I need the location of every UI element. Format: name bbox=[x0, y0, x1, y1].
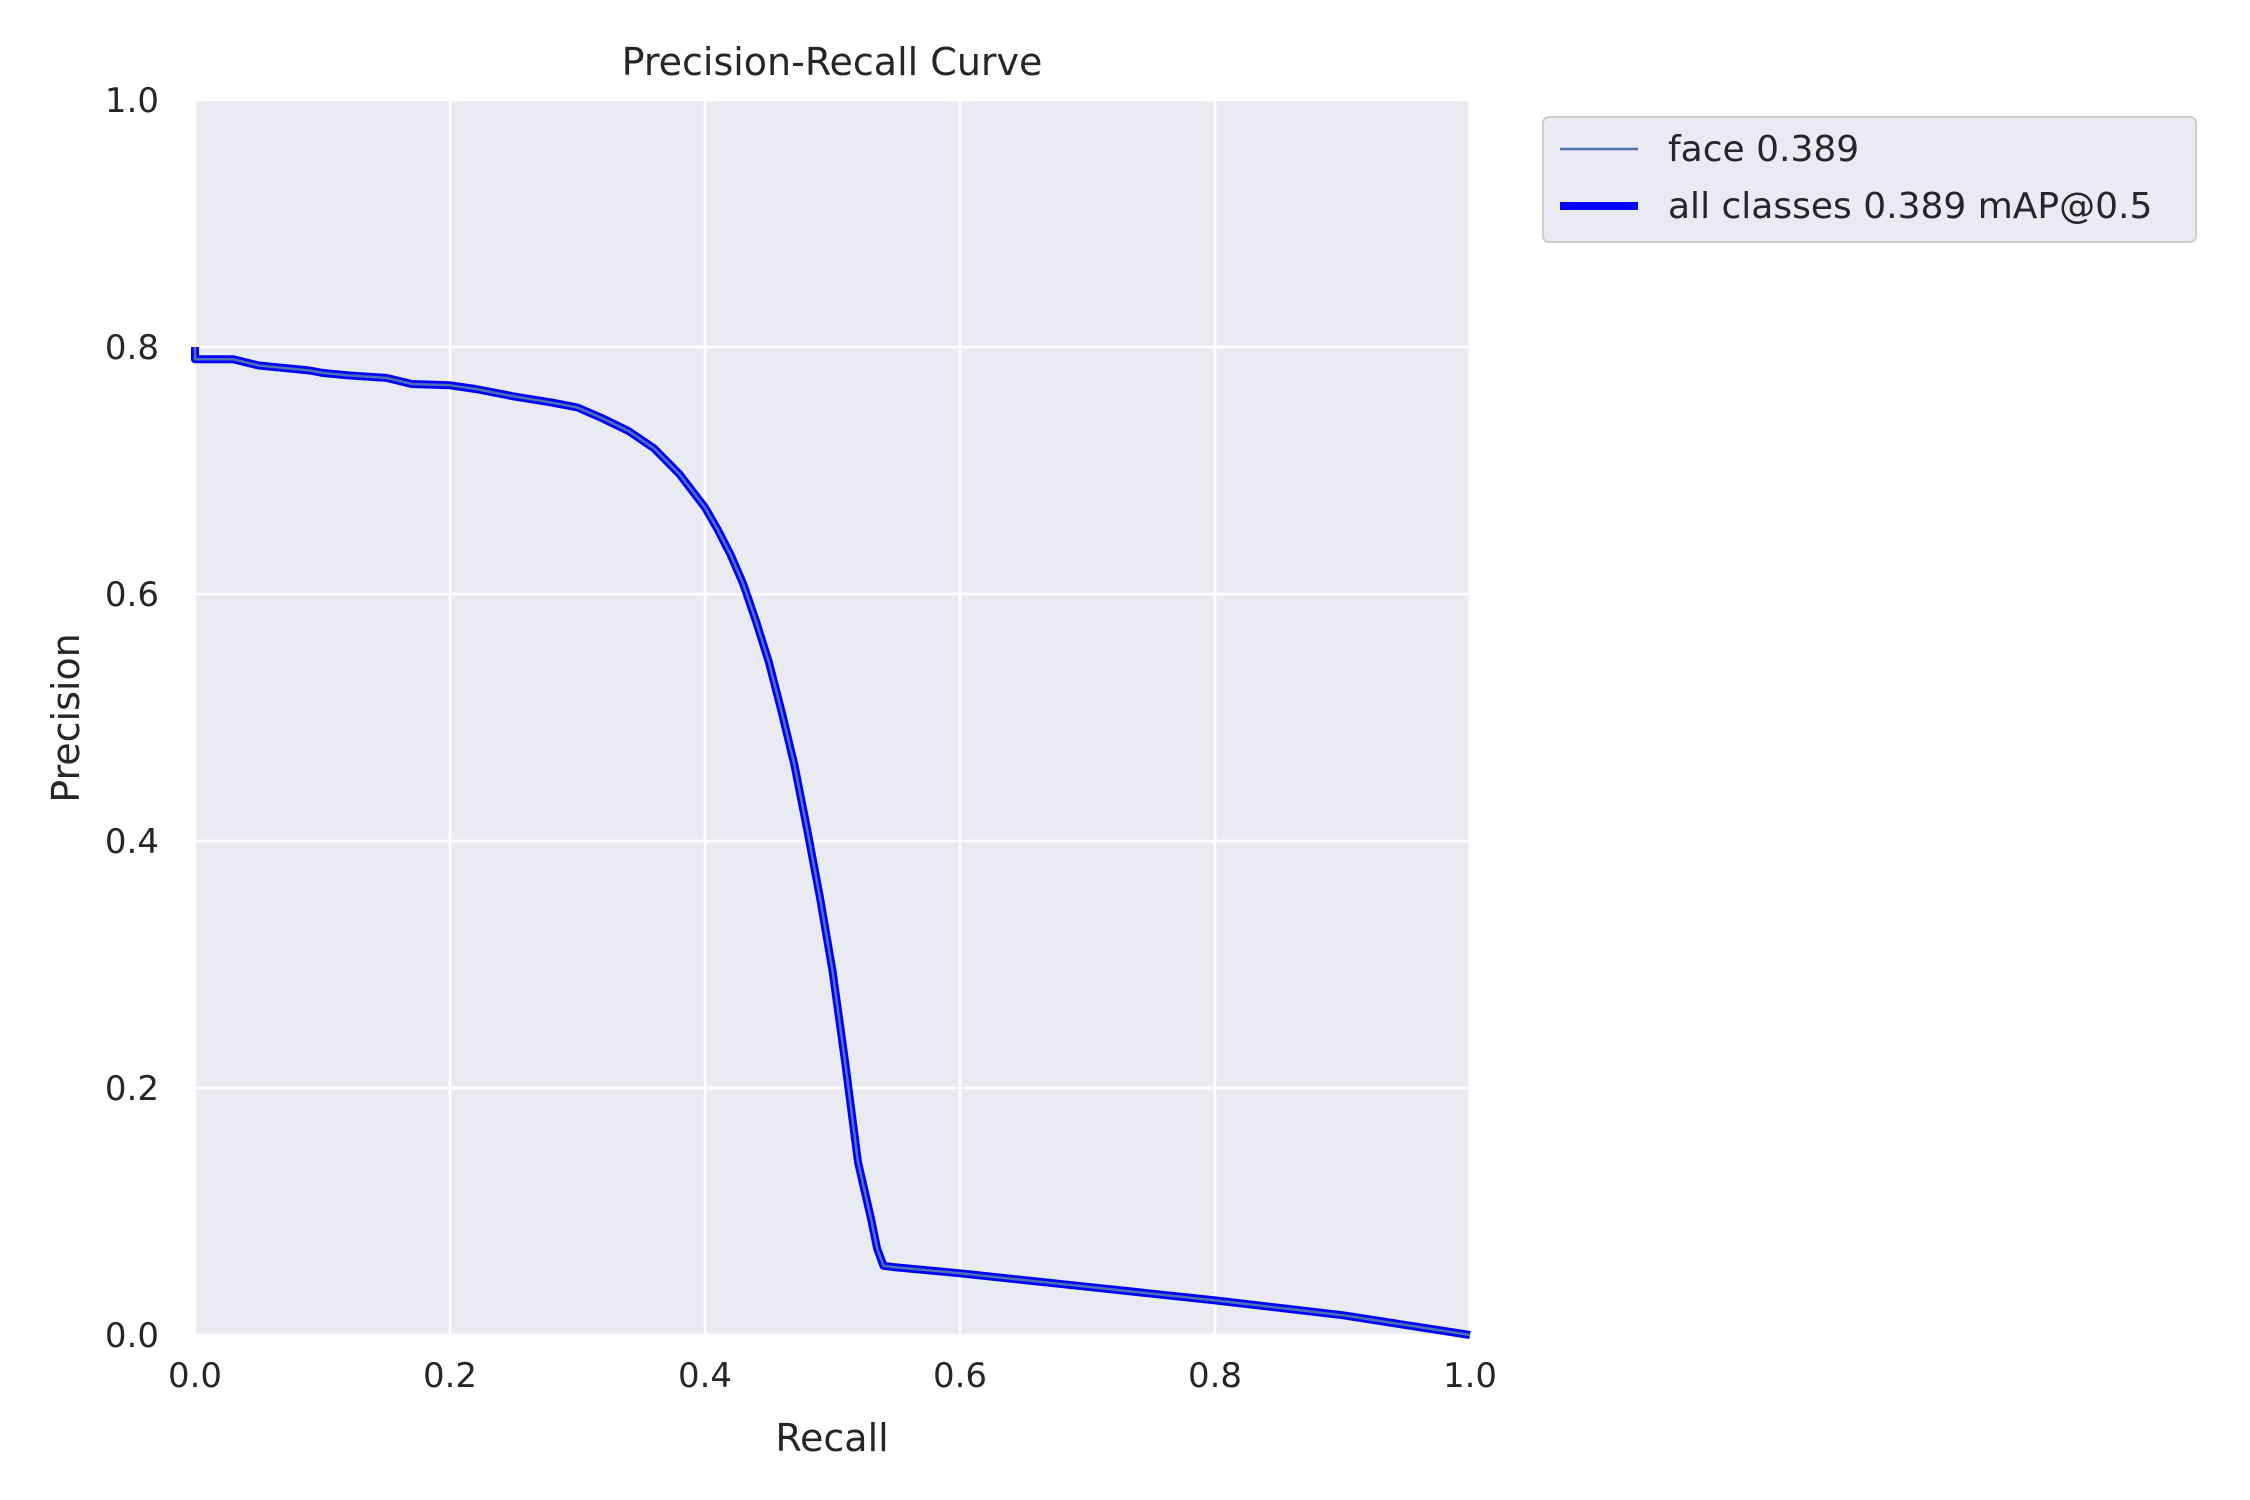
x-axis-label: Recall bbox=[775, 1416, 888, 1460]
x-tick-label: 1.0 bbox=[1443, 1356, 1497, 1396]
x-tick-label: 0.4 bbox=[678, 1356, 732, 1396]
x-tick-labels: 0.0 0.2 0.4 0.6 0.8 1.0 bbox=[168, 1356, 1497, 1396]
legend-box bbox=[1542, 116, 2197, 243]
legend-label-face: face 0.389 bbox=[1668, 129, 1859, 170]
y-tick-label: 0.0 bbox=[105, 1316, 159, 1356]
y-tick-label: 0.6 bbox=[105, 575, 159, 615]
chart-title: Precision-Recall Curve bbox=[622, 40, 1043, 84]
x-tick-label: 0.6 bbox=[933, 1356, 987, 1396]
y-tick-labels: 0.0 0.2 0.4 0.6 0.8 1.0 bbox=[105, 81, 159, 1356]
legend-label-all-classes: all classes 0.389 mAP@0.5 bbox=[1668, 186, 2152, 227]
legend: face 0.389 all classes 0.389 mAP@0.5 bbox=[1542, 116, 2197, 243]
y-tick-label: 0.8 bbox=[105, 328, 159, 368]
y-tick-label: 0.4 bbox=[105, 822, 159, 862]
grid bbox=[193, 98, 1472, 1337]
y-axis-label: Precision bbox=[44, 633, 88, 803]
x-tick-label: 0.8 bbox=[1188, 1356, 1242, 1396]
y-tick-label: 0.2 bbox=[105, 1069, 159, 1109]
x-tick-label: 0.0 bbox=[168, 1356, 222, 1396]
x-tick-label: 0.2 bbox=[423, 1356, 477, 1396]
y-tick-label: 1.0 bbox=[105, 81, 159, 121]
plot-background bbox=[195, 100, 1470, 1335]
series-line-face bbox=[193, 347, 1471, 1337]
series-lines bbox=[191, 347, 1471, 1339]
